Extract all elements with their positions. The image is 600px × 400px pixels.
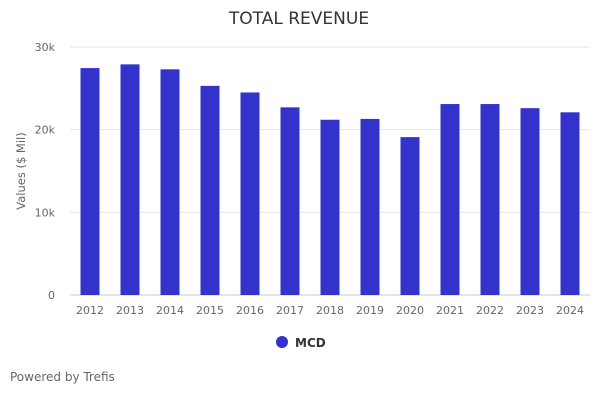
bar-2016[interactable] [240,92,260,295]
x-tick-label: 2016 [236,304,264,317]
bar-2015[interactable] [200,85,220,295]
x-tick-label: 2024 [556,304,584,317]
powered-by-footer[interactable]: Powered by Trefis [10,370,115,384]
x-tick-label: 2013 [116,304,144,317]
x-tick-label: 2023 [516,304,544,317]
legend[interactable]: MCD [276,336,326,350]
x-tick-label: 2012 [76,304,104,317]
y-tick-label: 10k [35,206,56,219]
bar-2019[interactable] [360,118,380,295]
bar-2017[interactable] [280,107,300,295]
bar-2018[interactable] [320,119,340,295]
x-tick-label: 2022 [476,304,504,317]
bar-2014[interactable] [160,69,180,295]
x-tick-label: 2014 [156,304,184,317]
bar-2013[interactable] [120,64,140,295]
y-axis-label: Values ($ Mil) [14,132,28,210]
x-tick-label: 2018 [316,304,344,317]
legend-label-mcd: MCD [295,336,326,350]
x-tick-label: 2015 [196,304,224,317]
x-tick-label: 2020 [396,304,424,317]
bar-2021[interactable] [440,104,460,295]
x-tick-label: 2017 [276,304,304,317]
x-tick-label: 2019 [356,304,384,317]
legend-marker-mcd [276,336,288,348]
chart-title: TOTAL REVENUE [228,9,369,29]
bar-2012[interactable] [80,68,100,295]
bar-2022[interactable] [480,104,500,295]
bar-2023[interactable] [520,108,540,295]
bar-2024[interactable] [560,112,580,295]
bar-2020[interactable] [400,137,420,295]
y-tick-label: 20k [35,124,56,137]
y-tick-label: 30k [35,41,56,54]
y-tick-label: 0 [48,289,55,302]
x-tick-label: 2021 [436,304,464,317]
